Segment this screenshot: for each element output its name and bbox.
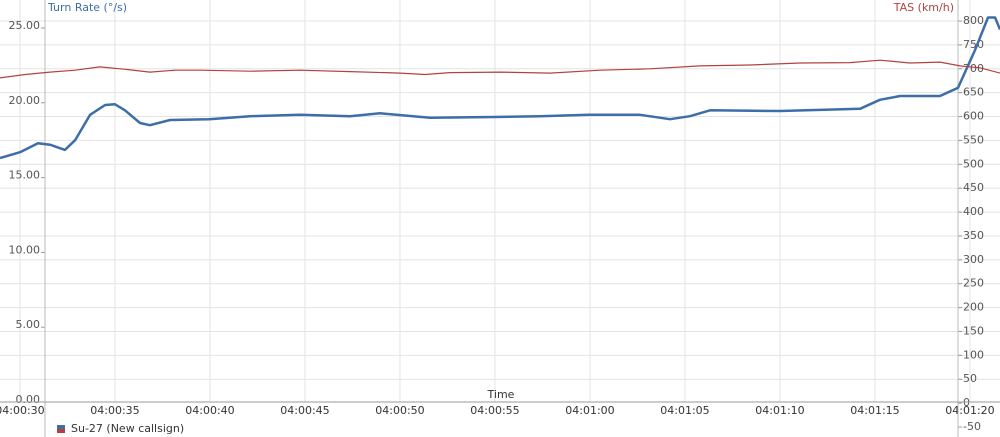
x-tick-label: 04:00:40 — [185, 404, 234, 417]
x-tick-label: 04:01:20 — [945, 404, 994, 417]
y2-tick-label: 800 — [963, 14, 984, 27]
y2-tick-label: 300 — [963, 253, 984, 266]
x-tick-label: 04:00:45 — [280, 404, 329, 417]
y2-tick-label: 50 — [963, 372, 977, 385]
y2-tick-label: -50 — [963, 420, 981, 433]
y2-tick-label: 100 — [963, 348, 984, 361]
y2-tick-label: 600 — [963, 110, 984, 123]
x-tick-label: 04:00:50 — [375, 404, 424, 417]
x-tick-label: 04:00:35 — [90, 404, 139, 417]
y-tick-label: 5.00 — [16, 318, 41, 331]
x-tick-label: 04:01:15 — [850, 404, 899, 417]
y2-tick-label: 450 — [963, 181, 984, 194]
x-tick-label: 04:01:05 — [660, 404, 709, 417]
x-axis-title: Time — [487, 388, 515, 401]
y-tick-label: 10.00 — [9, 243, 41, 256]
y2-tick-label: 150 — [963, 324, 984, 337]
y2-tick-label: 0 — [963, 396, 970, 409]
y2-tick-label: 550 — [963, 133, 984, 146]
x-tick-label: 04:01:10 — [755, 404, 804, 417]
y-tick-label: 25.00 — [9, 19, 41, 32]
y-axis-title: Turn Rate (°/s) — [47, 1, 127, 14]
legend-label[interactable]: Su-27 (New callsign) — [71, 422, 184, 435]
y2-tick-label: 650 — [963, 86, 984, 99]
y2-tick-label: 350 — [963, 229, 984, 242]
legend-swatch — [57, 429, 65, 433]
y2-axis-title: TAS (km/h) — [893, 1, 954, 14]
y2-tick-label: 750 — [963, 38, 984, 51]
y2-tick-label: 200 — [963, 301, 984, 314]
x-tick-label: 04:00:55 — [470, 404, 519, 417]
series-line — [0, 16, 1000, 160]
y2-tick-label: 400 — [963, 205, 984, 218]
y-tick-label: 0.00 — [16, 393, 41, 406]
y-tick-label: 15.00 — [9, 169, 41, 182]
y-tick-label: 20.00 — [9, 94, 41, 107]
y2-tick-label: 250 — [963, 277, 984, 290]
series-line — [0, 59, 1000, 79]
x-tick-label: 04:00:30 — [0, 404, 45, 417]
y2-tick-label: 500 — [963, 157, 984, 170]
x-tick-label: 04:01:00 — [565, 404, 614, 417]
